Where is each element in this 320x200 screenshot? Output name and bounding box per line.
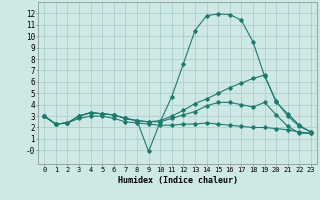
X-axis label: Humidex (Indice chaleur): Humidex (Indice chaleur) (118, 176, 238, 185)
